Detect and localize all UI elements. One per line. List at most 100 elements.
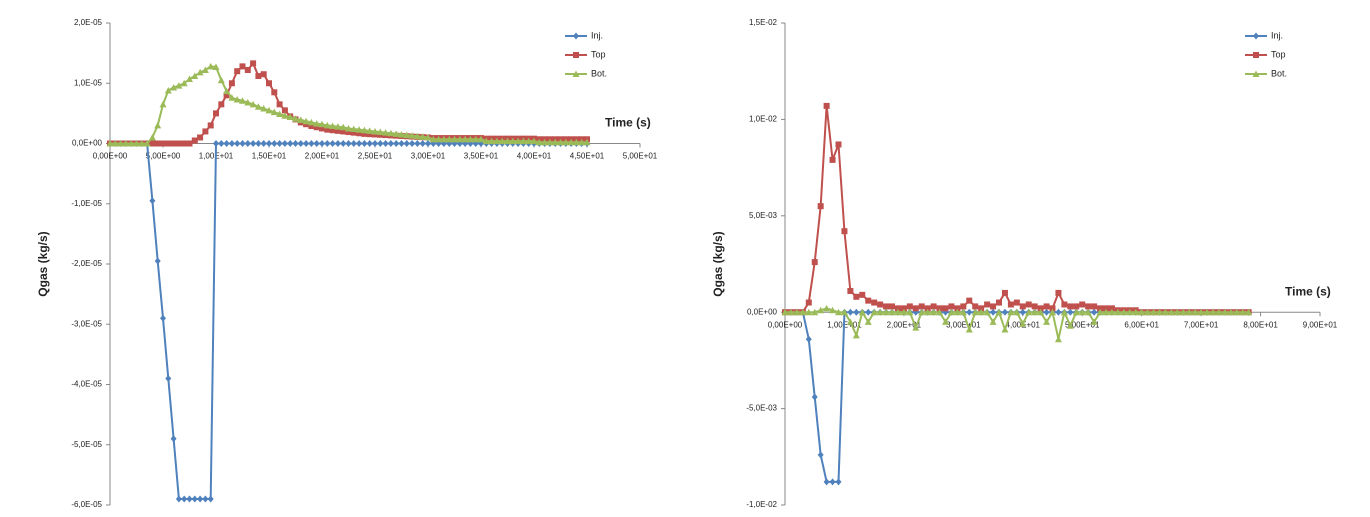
marker [170, 83, 178, 91]
x-tick-label: 9,00E+01 [1303, 320, 1338, 329]
marker [382, 140, 389, 147]
marker [345, 140, 352, 147]
marker [966, 297, 973, 304]
marker [424, 133, 432, 141]
marker [319, 125, 325, 132]
marker [355, 126, 363, 133]
marker [509, 137, 517, 145]
marker [154, 140, 161, 147]
marker [1253, 32, 1259, 40]
marker [160, 314, 166, 322]
marker [191, 495, 198, 503]
marker [1025, 301, 1032, 308]
marker [823, 102, 830, 109]
marker [1185, 308, 1193, 316]
marker [1091, 303, 1098, 310]
marker [461, 135, 469, 143]
marker [841, 228, 848, 235]
x-tick-label: 6,00E+01 [1124, 320, 1159, 329]
marker [924, 308, 932, 316]
marker [984, 301, 991, 308]
marker [372, 131, 378, 138]
marker [983, 308, 991, 316]
marker [1037, 308, 1045, 316]
marker [1001, 326, 1009, 333]
marker [260, 105, 268, 112]
y-tick-label: 0,0E+00 [72, 139, 103, 148]
marker [180, 79, 188, 87]
marker [882, 308, 890, 316]
marker [345, 124, 352, 132]
marker [313, 120, 321, 127]
marker [572, 70, 580, 77]
marker [276, 110, 284, 117]
marker [551, 138, 559, 146]
marker [329, 122, 337, 130]
marker [1084, 308, 1092, 316]
marker [1049, 308, 1056, 316]
marker [817, 203, 824, 210]
marker [989, 318, 997, 325]
marker [918, 308, 926, 316]
marker [217, 76, 225, 84]
marker [255, 73, 262, 80]
marker [271, 140, 278, 147]
marker [149, 140, 156, 147]
marker [281, 140, 288, 147]
marker [894, 308, 902, 316]
y-axis-title: Qgas (kg/s) [36, 231, 50, 296]
marker [1233, 308, 1241, 316]
marker [1102, 308, 1110, 316]
marker [329, 140, 336, 147]
marker [319, 140, 325, 147]
marker [302, 117, 310, 125]
marker [254, 103, 262, 110]
marker [239, 97, 246, 104]
marker [583, 138, 591, 146]
marker [106, 140, 114, 147]
marker [864, 318, 872, 325]
marker [281, 112, 289, 119]
y-tick-label: -5,0E-05 [71, 440, 102, 449]
x-tick-label: 4,00E+01 [517, 152, 552, 161]
marker [196, 68, 204, 76]
marker [244, 66, 251, 73]
marker [519, 137, 527, 145]
marker [201, 66, 209, 73]
marker [906, 303, 913, 310]
marker [1025, 308, 1033, 316]
marker [953, 308, 961, 316]
marker [1072, 308, 1080, 316]
marker [160, 140, 166, 147]
marker [266, 80, 272, 87]
marker [334, 127, 341, 134]
marker [1252, 70, 1260, 77]
marker [573, 52, 579, 58]
marker [912, 305, 919, 312]
marker [340, 128, 347, 135]
marker [1007, 301, 1014, 308]
marker [1209, 308, 1217, 316]
marker [186, 495, 193, 503]
marker [356, 130, 363, 137]
marker [787, 308, 795, 316]
marker [1043, 308, 1050, 316]
marker [823, 478, 830, 486]
marker [811, 259, 818, 266]
marker [181, 140, 188, 147]
marker [871, 299, 878, 306]
marker [308, 123, 315, 130]
marker [1203, 308, 1211, 316]
marker [366, 131, 373, 138]
marker [186, 75, 193, 83]
marker [1245, 308, 1253, 316]
marker [947, 308, 955, 316]
marker [1173, 308, 1181, 316]
marker [324, 140, 331, 147]
series-line [110, 142, 587, 500]
marker [292, 140, 299, 147]
marker [823, 304, 831, 312]
marker [350, 125, 358, 133]
marker [1120, 308, 1128, 316]
